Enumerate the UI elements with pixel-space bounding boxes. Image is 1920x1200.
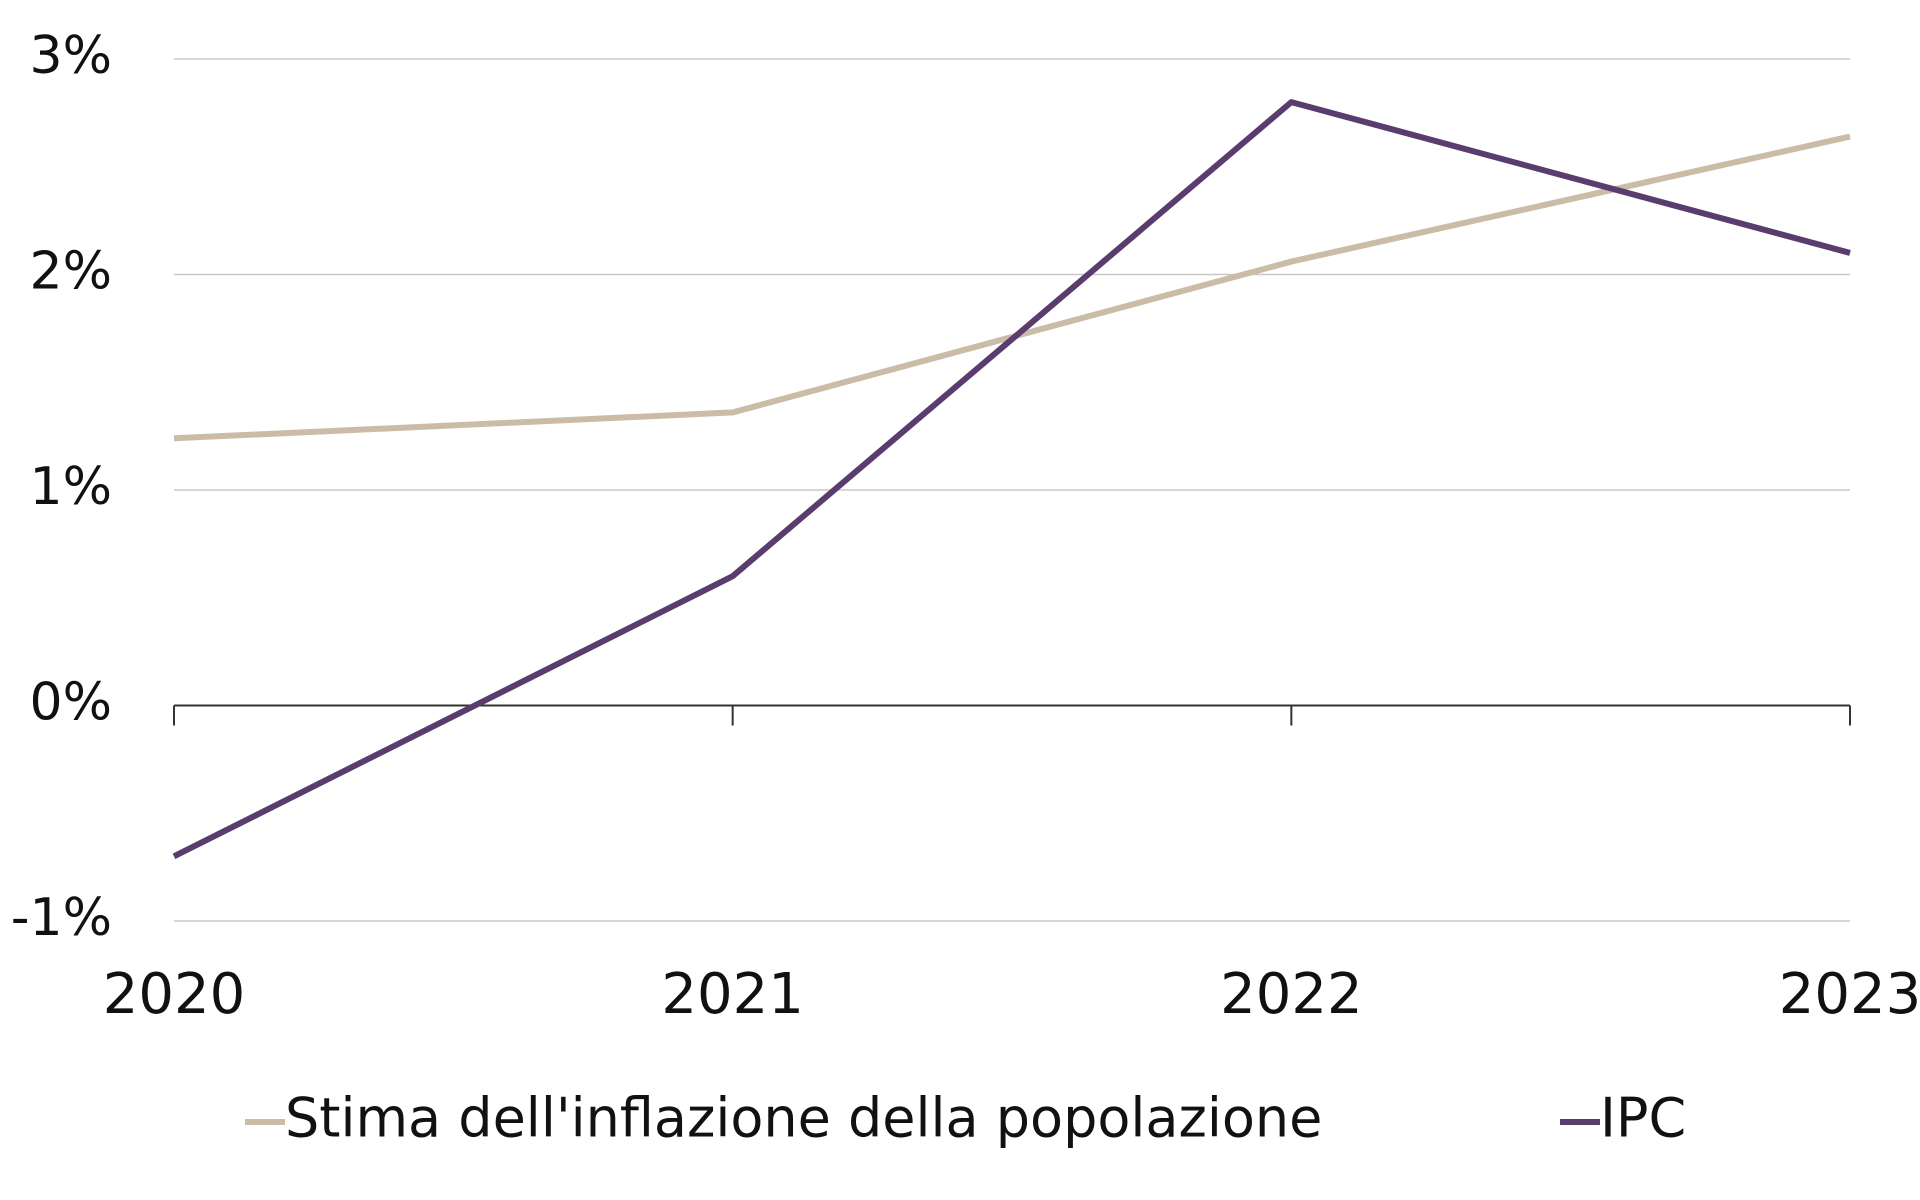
y-tick-label: 1% — [30, 457, 113, 517]
legend-label: Stima dell'inflazione della popolazione — [285, 1087, 1322, 1150]
y-tick-label: 2% — [30, 242, 113, 302]
x-tick-label: 2022 — [1220, 962, 1363, 1027]
y-tick-label: 0% — [30, 673, 113, 733]
x-tick-label: 2020 — [103, 962, 246, 1027]
y-tick-label: -1% — [11, 888, 112, 948]
x-tick-label: 2023 — [1779, 962, 1920, 1027]
legend-label: IPC — [1600, 1087, 1686, 1150]
series-line — [173, 133, 1851, 442]
y-tick-label: 3% — [30, 26, 113, 86]
x-tick-label: 2021 — [661, 962, 804, 1027]
series-line — [172, 99, 1851, 860]
